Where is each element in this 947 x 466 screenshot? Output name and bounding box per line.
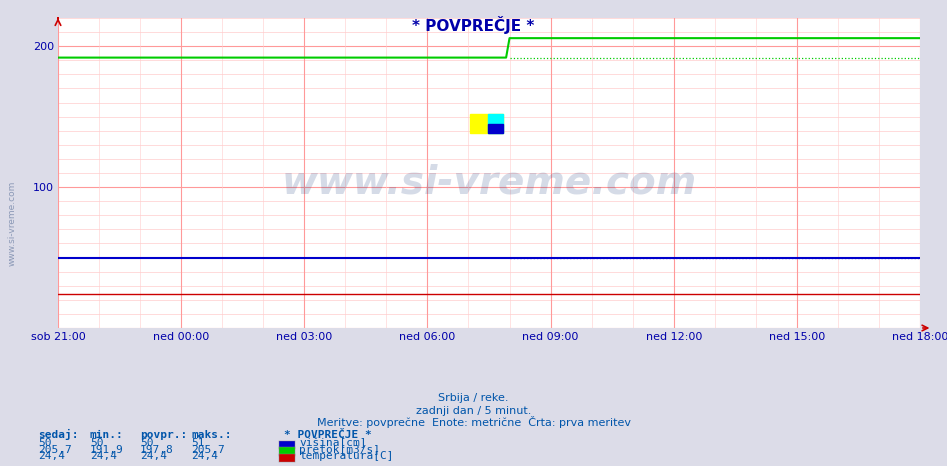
Bar (470, 114, 503, 133)
Text: temperatura[C]: temperatura[C] (299, 452, 394, 461)
Text: zadnji dan / 5 minut.: zadnji dan / 5 minut. (416, 406, 531, 416)
Text: 24,4: 24,4 (38, 452, 65, 461)
Text: višina[cm]: višina[cm] (299, 438, 366, 448)
Text: 24,4: 24,4 (191, 452, 219, 461)
Text: 205,7: 205,7 (191, 445, 225, 455)
Text: 51: 51 (191, 439, 205, 448)
Text: 191,9: 191,9 (90, 445, 124, 455)
Text: 197,8: 197,8 (140, 445, 174, 455)
Text: www.si-vreme.com: www.si-vreme.com (8, 181, 17, 267)
Text: * POVPREČJE *: * POVPREČJE * (284, 431, 372, 440)
Text: 205,7: 205,7 (38, 445, 72, 455)
Text: www.si-vreme.com: www.si-vreme.com (281, 163, 697, 201)
Text: sedaj:: sedaj: (38, 429, 79, 440)
Text: Srbija / reke.: Srbija / reke. (438, 393, 509, 403)
Text: Meritve: povprečne  Enote: metrične  Črta: prva meritev: Meritve: povprečne Enote: metrične Črta:… (316, 416, 631, 428)
Bar (488, 124, 503, 133)
Text: 24,4: 24,4 (140, 452, 168, 461)
Text: * POVPREČJE *: * POVPREČJE * (412, 16, 535, 34)
Text: min.:: min.: (90, 431, 124, 440)
Text: maks.:: maks.: (191, 431, 232, 440)
Text: povpr.:: povpr.: (140, 431, 188, 440)
Text: pretok[m3/s]: pretok[m3/s] (299, 445, 381, 455)
Text: 50: 50 (90, 439, 103, 448)
Text: 50: 50 (140, 439, 153, 448)
Text: 50: 50 (38, 439, 51, 448)
Text: 24,4: 24,4 (90, 452, 117, 461)
Bar (488, 114, 503, 133)
